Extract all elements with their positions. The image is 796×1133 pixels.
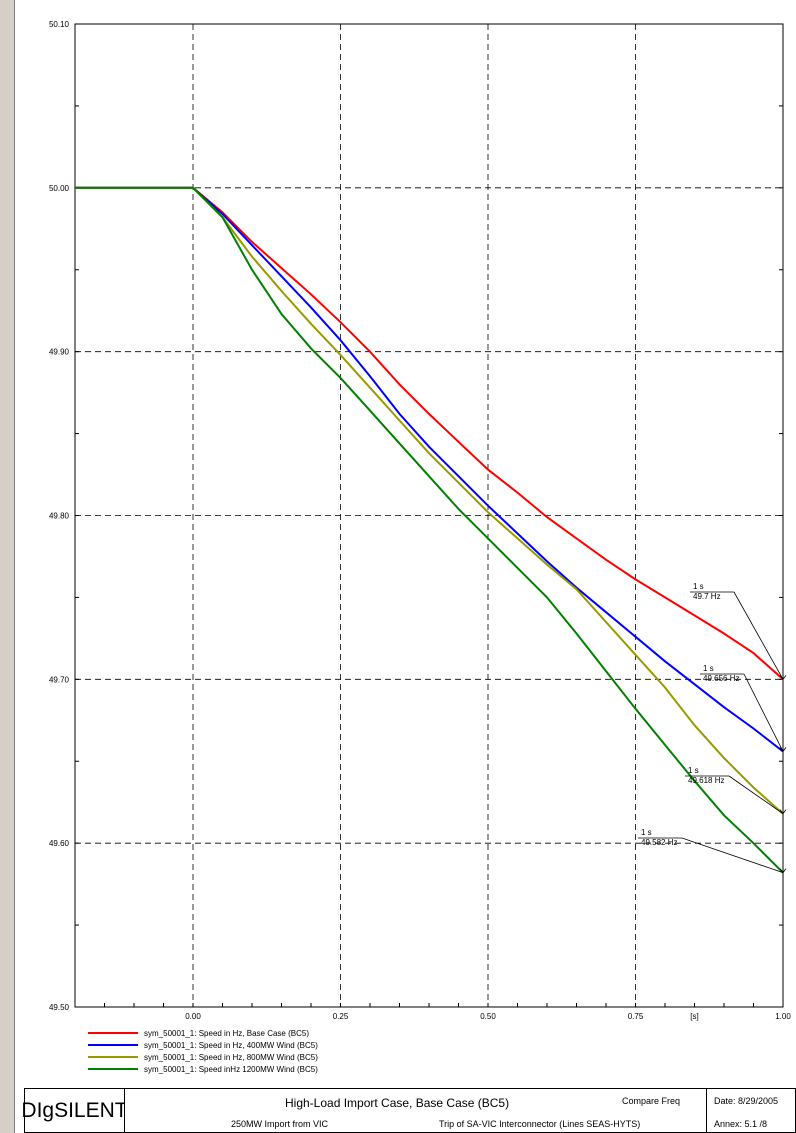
subtitle-right: Trip of SA-VIC Interconnector (Lines SEA… (439, 1119, 641, 1129)
y-tick-label: 49.80 (49, 512, 70, 521)
value-annotation: 1 s49.7 Hz (690, 582, 787, 680)
legend-label: sym_50001_1: Speed in Hz, 800MW Wind (BC… (144, 1053, 318, 1062)
brand-logo: DIgSILENT (21, 1088, 128, 1133)
x-tick-label: 1.00 (775, 1012, 791, 1021)
annotation-marker (779, 675, 787, 680)
value-annotation: 1 s49.618 Hz (685, 766, 787, 815)
y-tick-label: 49.90 (49, 348, 70, 357)
date-text: Date: 8/29/2005 (714, 1096, 779, 1106)
series-line (75, 186, 784, 815)
y-tick-label: 50.00 (49, 184, 70, 193)
title-block: DIgSILENT High-Load Import Case, Base Ca… (21, 1088, 796, 1133)
y-tick-label: 49.50 (49, 1003, 70, 1012)
title-cell: High-Load Import Case, Base Case (BC5) 2… (124, 1088, 707, 1133)
value-annotation: 1 s49.656 Hz (700, 664, 787, 753)
annotation-time: 1 s (693, 582, 704, 591)
series-line (75, 186, 784, 681)
x-tick-label: 0.50 (480, 1012, 496, 1021)
annotation-leader (733, 591, 784, 680)
annotation-leader (728, 775, 784, 815)
annotation-time: 1 s (641, 828, 652, 837)
legend-label: sym_50001_1: Speed in Hz, 400MW Wind (BC… (144, 1041, 318, 1050)
legend-label: sym_50001_1: Speed in Hz, Base Case (BC5… (144, 1029, 309, 1038)
plot-name: Compare Freq (622, 1096, 681, 1106)
y-tick-label: 49.60 (49, 839, 70, 848)
legend-label: sym_50001_1: Speed inHz 1200MW Wind (BC5… (144, 1065, 318, 1074)
frequency-chart: 49.50 49.60 49.70 49.80 49.90 50.00 50.10 0.00 0… (49, 20, 791, 1074)
annotation-time: 1 s (703, 664, 714, 673)
x-tick-label: 0.75 (628, 1012, 644, 1021)
series-line (75, 186, 784, 753)
subtitle-left: 250MW Import from VIC (231, 1119, 329, 1129)
annotation-value: 49.656 Hz (703, 674, 739, 683)
annotation-value: 49.618 Hz (688, 776, 724, 785)
annotation-value: 49.582 Hz (641, 838, 677, 847)
annotation-marker (779, 809, 787, 815)
brand-text: DIgSILENT (21, 1098, 128, 1122)
annex-text: Annex: 5.1 /8 (714, 1119, 768, 1129)
x-tick-label: 0.25 (333, 1012, 349, 1021)
diagram-title: High-Load Import Case, Base Case (BC5) (285, 1096, 510, 1110)
annotation-marker (779, 868, 787, 874)
series-line (75, 186, 784, 874)
y-tick-label: 50.10 (49, 20, 70, 29)
x-axis-label: [s] (690, 1012, 698, 1021)
date-cell: Date: 8/29/2005 Annex: 5.1 /8 (706, 1088, 796, 1133)
annotation-time: 1 s (688, 766, 699, 775)
y-tick-label: 49.70 (49, 675, 70, 684)
annotation-leader (681, 837, 784, 874)
annotation-marker (779, 747, 787, 753)
annotation-leader (743, 673, 784, 752)
value-annotation: 1 s49.582 Hz (638, 828, 787, 874)
annotation-value: 49.7 Hz (693, 592, 721, 601)
x-tick-label: 0.00 (185, 1012, 201, 1021)
